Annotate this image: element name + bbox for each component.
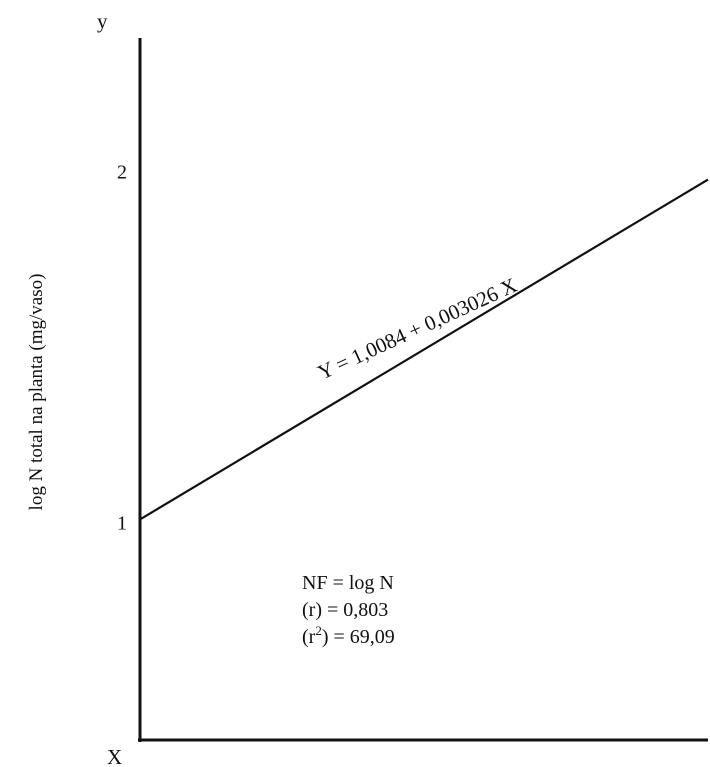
stats-line-3-pre: (r bbox=[302, 626, 316, 648]
stats-line-3-post: ) = 69,09 bbox=[322, 626, 395, 648]
y-tick-label: 2 bbox=[117, 161, 127, 183]
y-axis-letter: y bbox=[97, 9, 108, 33]
x-axis-letter: X bbox=[107, 745, 122, 767]
y-axis-title: log N total na planta (mg/vaso) bbox=[26, 274, 47, 511]
stats-line-3: (r2) = 69,09 bbox=[302, 623, 395, 648]
regression-line bbox=[139, 178, 709, 521]
equation-label: Y = 1,0084 + 0,003026 X bbox=[314, 273, 520, 385]
y-tick-label: 1 bbox=[117, 512, 127, 534]
y-tick-labels: 12 bbox=[117, 161, 127, 534]
stats-line-3-sup: 2 bbox=[315, 623, 322, 638]
stats-line-2: (r) = 0,803 bbox=[302, 599, 388, 621]
stats-line-1: NF = log N bbox=[302, 572, 394, 594]
